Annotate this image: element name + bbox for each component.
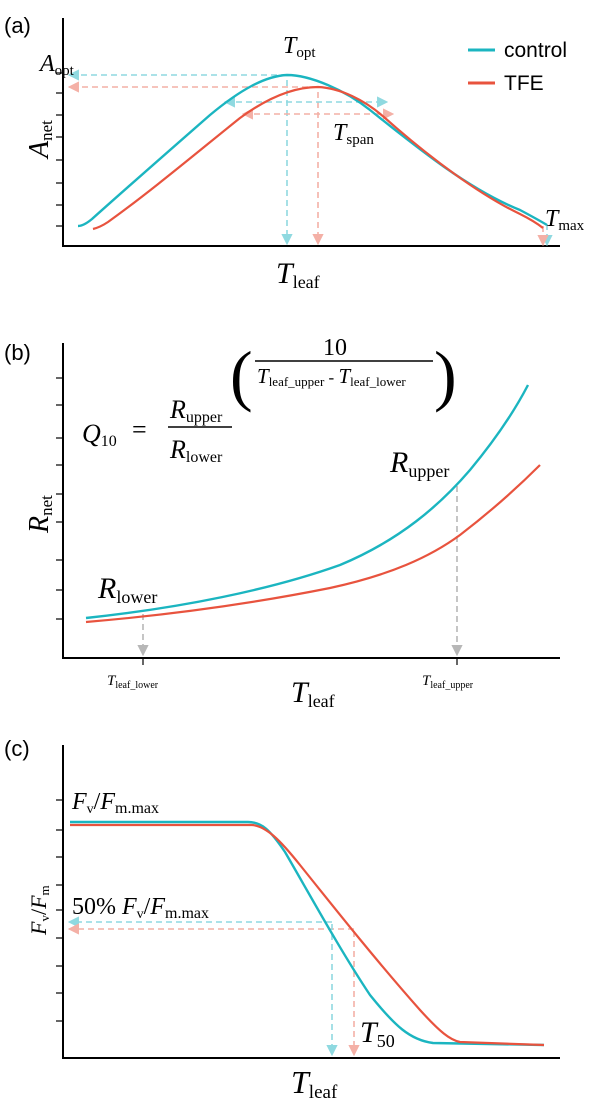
panel-c-label: (c) (4, 736, 30, 761)
panel-a-axes (62, 18, 560, 247)
legend-control-label: control (504, 39, 567, 62)
fmax-label: Fv/Fm.max (71, 789, 159, 817)
q10-formula: Q10 = Rupper Rlower ( 10 Tleaf_upper - T… (82, 335, 457, 466)
rlower-label: Rlower (97, 572, 157, 607)
legend-tfe-label: TFE (504, 72, 544, 95)
exp-right-paren: ) (434, 337, 457, 413)
panel-b-y-ticks (56, 377, 63, 620)
tfe-curve-b (85, 464, 541, 624)
rupper-label: Rupper (389, 446, 449, 481)
panel-c-y-label: Fv/Fm (26, 885, 52, 936)
aopt-label: Aopt (38, 51, 75, 79)
panel-b-y-label: Rnet (24, 495, 56, 534)
tfe-curve-a (92, 85, 544, 231)
t50-label: T50 (360, 1016, 395, 1051)
topt-label: Topt (283, 33, 316, 61)
panel-a-x-label: Tleaf (276, 257, 320, 292)
formula-denominator: Rlower (169, 435, 223, 466)
panel-c-x-label: Tleaf (291, 1064, 338, 1103)
panel-c: (c) Fv/Fm.max 50% Fv/Fm.max T50 Tleaf Fv… (4, 736, 560, 1103)
panel-a-y-ticks (56, 72, 63, 227)
panel-a-label: (a) (4, 13, 31, 38)
legend: control TFE (468, 39, 567, 95)
control-curve-c (70, 820, 545, 1047)
panel-c-axes (62, 745, 560, 1059)
panel-c-y-ticks (56, 799, 63, 1022)
exp-denominator: Tleaf_upper - Tleaf_lower (257, 364, 406, 389)
tick-label-lower: Tleaf_lower (107, 673, 159, 691)
panel-b: (b) Q10 = Rupper Rlower (4, 335, 560, 711)
tmax-label: Tmax (545, 206, 585, 234)
panel-b-x-label: Tleaf (291, 676, 335, 711)
panel-a: (a) Aopt Topt Tspan Tmax Tleaf (4, 13, 585, 292)
exp-left-paren: ( (230, 337, 253, 413)
control-curve-b (85, 384, 530, 620)
exp-numerator: 10 (323, 335, 347, 361)
tspan-label: Tspan (333, 120, 374, 148)
panel-a-y-label: Anet (24, 120, 56, 160)
panel-b-axes (62, 343, 560, 659)
formula-lhs: Q10 (82, 419, 117, 450)
control-curve-a (77, 73, 548, 228)
half-max-label: 50% Fv/Fm.max (72, 894, 209, 922)
formula-equals: = (132, 415, 147, 444)
tick-label-upper: Tleaf_upper (422, 673, 474, 691)
formula-numerator: Rupper (169, 395, 223, 426)
panel-b-label: (b) (4, 340, 31, 365)
tfe-curve-c (70, 823, 545, 1047)
